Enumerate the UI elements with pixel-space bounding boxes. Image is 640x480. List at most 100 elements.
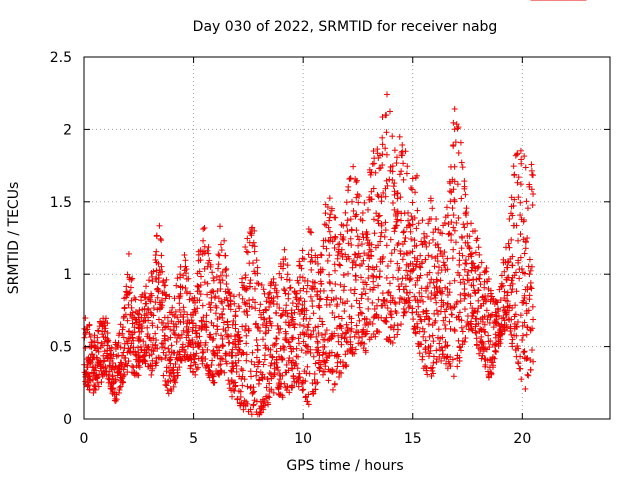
data-point [521, 250, 528, 257]
data-point [395, 267, 402, 274]
data-point [481, 313, 488, 320]
data-point [402, 308, 409, 315]
data-point [153, 259, 160, 266]
data-point [464, 277, 471, 284]
data-point [358, 241, 365, 248]
data-point [500, 314, 507, 321]
data-point [320, 287, 327, 294]
data-point [399, 141, 406, 148]
data-point [404, 272, 411, 279]
data-point [158, 344, 165, 351]
data-point [154, 285, 161, 292]
data-point [158, 304, 165, 311]
data-point [400, 229, 407, 236]
data-point [114, 370, 121, 377]
data-point [508, 289, 515, 296]
data-point [368, 196, 375, 203]
data-point [197, 257, 204, 264]
data-point [364, 231, 371, 238]
data-point [304, 324, 311, 331]
data-point [456, 354, 463, 361]
data-point [279, 392, 286, 399]
data-point [338, 246, 345, 253]
data-point [451, 198, 458, 205]
data-point [319, 321, 326, 328]
data-point [273, 340, 280, 347]
data-point [193, 366, 200, 373]
data-point [461, 280, 468, 287]
data-point [461, 224, 468, 231]
data-point [408, 236, 415, 243]
data-point [281, 380, 288, 387]
data-point [321, 343, 328, 350]
data-point [417, 272, 424, 279]
data-point [227, 306, 234, 313]
data-point [390, 199, 397, 206]
data-point [94, 345, 101, 352]
data-point [247, 230, 254, 237]
data-point [376, 165, 383, 172]
data-point [300, 323, 307, 330]
data-point [107, 352, 114, 359]
data-point [513, 332, 520, 339]
data-point [439, 253, 446, 260]
data-point [504, 292, 511, 299]
data-point [226, 339, 233, 346]
data-point [392, 308, 399, 315]
data-point [223, 331, 230, 338]
data-point [514, 318, 521, 325]
data-point [304, 363, 311, 370]
data-point [413, 225, 420, 232]
data-point [278, 356, 285, 363]
data-point [462, 260, 469, 267]
data-point [197, 339, 204, 346]
data-point [164, 387, 171, 394]
data-point [444, 292, 451, 299]
data-point [440, 317, 447, 324]
data-point [224, 318, 231, 325]
data-point [291, 309, 298, 316]
data-point [288, 384, 295, 391]
data-point [86, 373, 93, 380]
data-point [256, 358, 263, 365]
data-point [199, 302, 206, 309]
data-point [338, 341, 345, 348]
data-point [446, 280, 453, 287]
data-point [303, 288, 310, 295]
data-point [394, 190, 401, 197]
data-point [225, 289, 232, 296]
data-point [394, 208, 401, 215]
data-point [389, 133, 396, 140]
data-point [251, 361, 258, 368]
data-point [457, 291, 464, 298]
data-point [401, 286, 408, 293]
data-point [426, 316, 433, 323]
data-point [480, 348, 487, 355]
data-point [235, 341, 242, 348]
data-point [300, 338, 307, 345]
data-point [314, 254, 321, 261]
data-point [191, 306, 198, 313]
data-point [524, 205, 531, 212]
data-point [95, 383, 102, 390]
data-point [136, 364, 143, 371]
data-point [447, 354, 454, 361]
data-point [370, 185, 377, 192]
data-point [261, 352, 268, 359]
data-point [307, 228, 314, 235]
data-point [337, 262, 344, 269]
data-point [110, 351, 117, 358]
data-point [458, 159, 465, 166]
data-point [327, 280, 334, 287]
data-point [204, 346, 211, 353]
data-point [337, 231, 344, 238]
data-point [94, 379, 101, 386]
data-point [279, 372, 286, 379]
data-point [207, 304, 214, 311]
data-point [449, 205, 456, 212]
data-point [296, 297, 303, 304]
data-point [216, 252, 223, 259]
data-point [290, 372, 297, 379]
data-point [425, 220, 432, 227]
data-point [174, 314, 181, 321]
